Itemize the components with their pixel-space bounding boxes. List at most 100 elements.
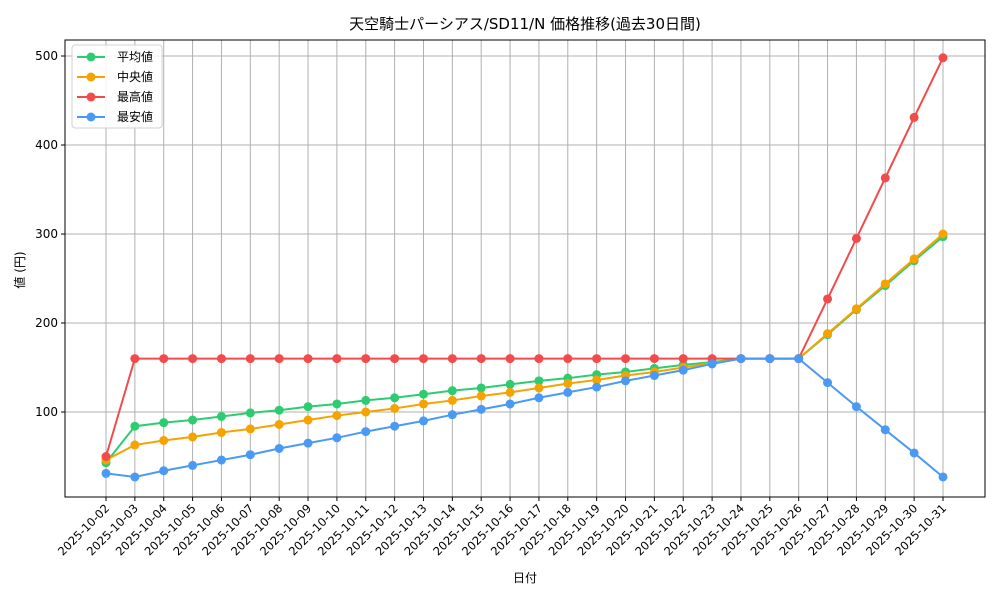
data-point-marker xyxy=(245,424,255,434)
data-point-marker xyxy=(678,365,688,375)
series-line xyxy=(105,235,944,464)
data-point-marker xyxy=(909,254,919,264)
data-point-marker xyxy=(274,354,284,364)
data-point-marker xyxy=(245,354,255,364)
data-point-marker xyxy=(563,354,573,364)
legend-label: 平均値 xyxy=(117,49,153,64)
data-point-marker xyxy=(880,173,890,183)
data-point-marker xyxy=(476,383,486,393)
data-point-marker xyxy=(130,472,140,482)
data-point-marker xyxy=(390,421,400,431)
data-point-marker xyxy=(188,415,198,425)
data-point-marker xyxy=(130,354,140,364)
data-point-marker xyxy=(938,472,948,482)
data-point-marker xyxy=(101,468,111,478)
data-point-marker xyxy=(707,359,717,369)
data-point-marker xyxy=(332,354,342,364)
series-3 xyxy=(101,354,948,482)
data-point-marker xyxy=(418,354,428,364)
data-point-marker xyxy=(418,389,428,399)
data-point-marker xyxy=(563,379,573,389)
data-point-marker xyxy=(159,466,169,476)
legend-marker-icon xyxy=(86,112,96,122)
data-point-marker xyxy=(851,402,861,412)
data-point-marker xyxy=(216,354,226,364)
data-point-marker xyxy=(534,383,544,393)
data-point-marker xyxy=(303,354,313,364)
data-point-marker xyxy=(361,395,371,405)
y-tick-label: 200 xyxy=(35,316,58,330)
legend-box xyxy=(71,44,163,129)
data-point-marker xyxy=(649,354,659,364)
data-point-marker xyxy=(361,427,371,437)
legend-label: 中央値 xyxy=(117,69,153,84)
data-point-marker xyxy=(303,415,313,425)
data-point-marker xyxy=(476,404,486,414)
data-point-marker xyxy=(505,379,515,389)
y-tick-label: 300 xyxy=(35,227,58,241)
data-point-marker xyxy=(649,371,659,381)
data-point-marker xyxy=(159,354,169,364)
series-line xyxy=(105,357,944,478)
data-point-marker xyxy=(938,53,948,63)
data-point-marker xyxy=(303,402,313,412)
x-axis-label: 日付 xyxy=(513,571,537,585)
data-point-marker xyxy=(592,382,602,392)
y-axis-ticks: 100 200 300 400 500 xyxy=(35,49,65,419)
data-point-marker xyxy=(534,354,544,364)
legend-label: 最安値 xyxy=(117,109,153,124)
legend-item: 最高値 xyxy=(77,89,153,104)
data-point-marker xyxy=(621,354,631,364)
data-point-marker xyxy=(534,393,544,403)
data-point-marker xyxy=(736,354,746,364)
data-point-marker xyxy=(534,376,544,386)
data-point-marker xyxy=(678,354,688,364)
data-point-marker xyxy=(851,233,861,243)
x-axis-ticks: 2025-10-022025-10-032025-10-042025-10-05… xyxy=(55,497,949,558)
data-point-marker xyxy=(361,407,371,417)
data-point-marker xyxy=(909,448,919,458)
legend-marker-icon xyxy=(86,72,96,82)
data-point-marker xyxy=(880,279,890,289)
data-series xyxy=(101,53,948,482)
data-point-marker xyxy=(505,387,515,397)
data-point-marker xyxy=(274,443,284,453)
data-point-marker xyxy=(476,354,486,364)
data-point-marker xyxy=(794,354,804,364)
data-point-marker xyxy=(101,452,111,461)
plot-frame xyxy=(64,39,986,498)
data-point-marker xyxy=(823,329,833,339)
data-point-marker xyxy=(476,391,486,401)
series-line xyxy=(105,233,944,461)
data-point-marker xyxy=(592,354,602,364)
legend-marker-icon xyxy=(86,92,96,102)
series-line xyxy=(105,57,944,457)
data-point-marker xyxy=(505,399,515,409)
data-point-marker xyxy=(938,229,948,239)
data-point-marker xyxy=(621,376,631,386)
data-point-marker xyxy=(390,403,400,413)
data-point-marker xyxy=(245,450,255,460)
legend-item: 中央値 xyxy=(77,69,153,84)
data-point-marker xyxy=(390,354,400,364)
chart-title: 天空騎士パーシアス/SD11/N 価格推移(過去30日間) xyxy=(349,15,701,33)
data-point-marker xyxy=(245,408,255,418)
data-point-marker xyxy=(216,411,226,421)
data-point-marker xyxy=(274,419,284,429)
data-point-marker xyxy=(188,354,198,364)
data-point-marker xyxy=(361,354,371,364)
data-point-marker xyxy=(332,411,342,421)
data-point-marker xyxy=(823,294,833,304)
data-point-marker xyxy=(303,438,313,448)
data-point-marker xyxy=(447,386,457,396)
data-point-marker xyxy=(447,395,457,405)
legend-label: 最高値 xyxy=(117,89,153,104)
series-1 xyxy=(101,229,948,465)
data-point-marker xyxy=(216,427,226,437)
data-point-marker xyxy=(563,387,573,397)
data-point-marker xyxy=(130,440,140,450)
data-point-marker xyxy=(332,433,342,443)
